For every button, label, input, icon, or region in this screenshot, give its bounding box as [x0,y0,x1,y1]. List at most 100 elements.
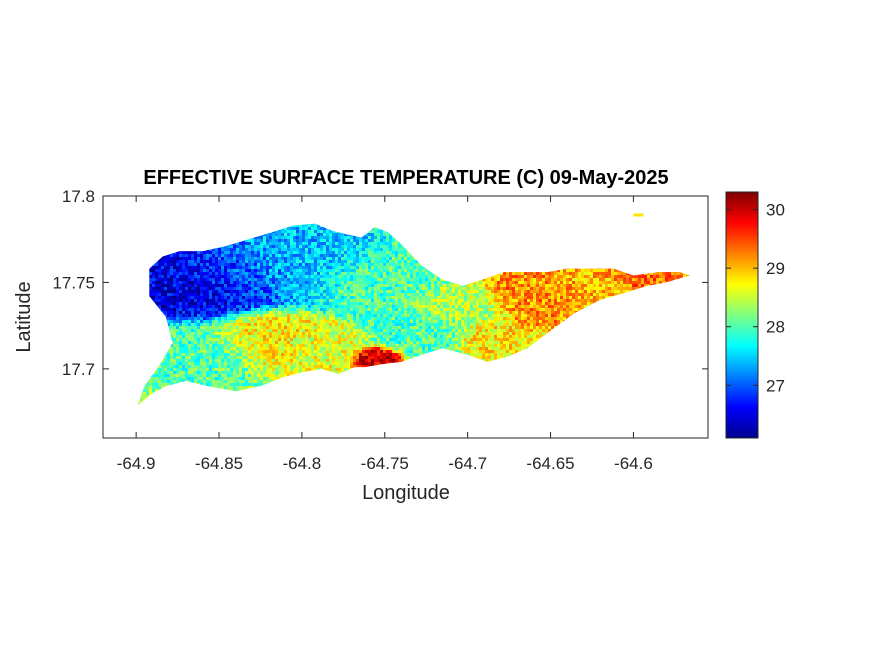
heatmap-cell [260,335,264,339]
heatmap-cell [233,311,237,315]
heatmap-cell [236,314,240,318]
heatmap-cell [260,260,264,264]
heatmap-cell [167,380,171,384]
heatmap-cell [233,254,237,258]
heatmap-cell [206,341,210,345]
heatmap-cell [308,257,312,261]
heatmap-cell [281,374,285,378]
heatmap-cell [272,353,276,357]
heatmap-cell [239,272,243,276]
heatmap-cell [245,254,249,258]
heatmap-cell [230,305,234,309]
heatmap-cell [257,296,261,300]
heatmap-cell [191,341,195,345]
heatmap-cell [299,356,303,360]
heatmap-cell [335,326,339,330]
heatmap-cell [245,365,249,369]
heatmap-cell [302,242,306,246]
heatmap-cell [239,350,243,354]
heatmap-cell [296,335,300,339]
heatmap-cell [212,305,216,309]
heatmap-cell [317,266,321,270]
heatmap-cell [239,287,243,291]
heatmap-cell [221,293,225,297]
heatmap-cell [245,326,249,330]
heatmap-cell [203,284,207,288]
heatmap-cell [287,311,291,315]
heatmap-cell [158,266,162,270]
heatmap-cell [347,245,351,249]
heatmap-cell [149,284,153,288]
heatmap-cell [212,314,216,318]
heatmap-cell [197,326,201,330]
heatmap-cell [209,269,213,273]
heatmap-cell [287,257,291,261]
heatmap-cell [284,269,288,273]
heatmap-cell [242,257,246,261]
heatmap-cell [227,254,231,258]
heatmap-cell [269,290,273,294]
heatmap-cell [248,272,252,276]
heatmap-cell [281,236,285,240]
heatmap-cell [254,374,258,378]
heatmap-cell [284,260,288,264]
heatmap-cell [317,335,321,339]
heatmap-cell [218,329,222,333]
heatmap-cell [302,275,306,279]
heatmap-cell [242,344,246,348]
heatmap-cell [164,356,168,360]
heatmap-cell [230,335,234,339]
heatmap-cell [290,341,294,345]
heatmap-cell [197,287,201,291]
heatmap-cell [239,386,243,390]
heatmap-cell [149,266,153,270]
heatmap-cell [332,305,336,309]
heatmap-cell [284,362,288,366]
heatmap-cell [200,299,204,303]
heatmap-cell [254,299,258,303]
heatmap-cell [212,353,216,357]
heatmap-cell [230,326,234,330]
heatmap-cell [290,242,294,246]
heatmap-cell [332,284,336,288]
heatmap-cell [167,302,171,306]
heatmap-cell [263,353,267,357]
heatmap-cell [209,260,213,264]
heatmap-cell [272,323,276,327]
heatmap-cell [248,275,252,279]
heatmap-cell [239,290,243,294]
heatmap-cell [335,239,339,243]
heatmap-cell [329,362,333,366]
heatmap-cell [302,266,306,270]
heatmap-cell [284,350,288,354]
heatmap-cell [206,284,210,288]
heatmap-cell [236,263,240,267]
heatmap-cell [290,284,294,288]
heatmap-cell [314,335,318,339]
heatmap-cell [197,305,201,309]
heatmap-cell [221,362,225,366]
heatmap-cell [341,335,345,339]
heatmap-cell [224,380,228,384]
heatmap-cell [281,233,285,237]
heatmap-cell [161,281,165,285]
heatmap-cell [320,248,324,252]
heatmap-cell [224,293,228,297]
heatmap-cell [329,323,333,327]
heatmap-cell [278,308,282,312]
heatmap-cell [182,281,186,285]
heatmap-cell [290,356,294,360]
heatmap-cell [275,257,279,261]
heatmap-cell [263,302,267,306]
heatmap-cell [332,314,336,318]
heatmap-cell [260,284,264,288]
heatmap-cell [326,245,330,249]
heatmap-cell [266,344,270,348]
heatmap-cell [224,272,228,276]
heatmap-cell [332,233,336,237]
heatmap-cell [188,341,192,345]
heatmap-cell [179,377,183,381]
heatmap-cell [257,245,261,249]
heatmap-cell [326,326,330,330]
heatmap-cell [212,281,216,285]
